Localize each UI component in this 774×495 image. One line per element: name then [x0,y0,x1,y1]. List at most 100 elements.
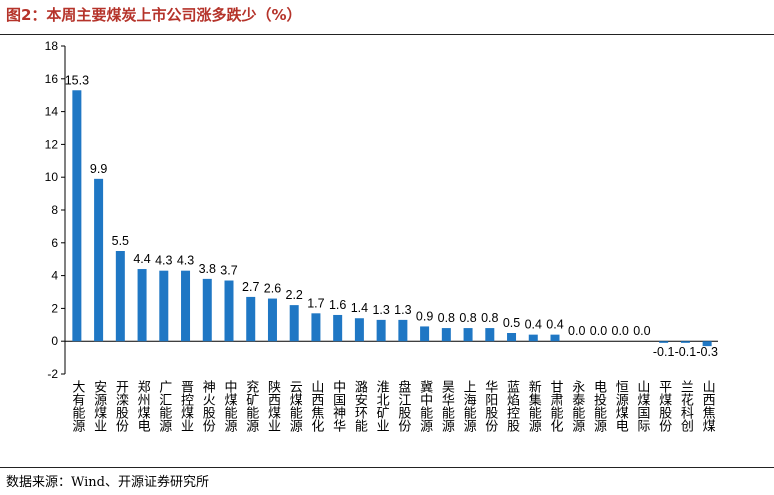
category-label: 山西焦化 [308,380,324,433]
bar [181,270,191,342]
bar [333,314,343,342]
data-label: 0.4 [525,318,542,332]
category-label: 神火股份 [200,380,216,432]
category-label: 广汇能源 [156,380,172,432]
category-label: 兰花科创 [678,380,694,432]
data-label: 1.6 [329,298,346,312]
category-label: 电投能源 [591,380,607,432]
bar [507,333,517,342]
category-label: 晋控煤业 [178,380,194,432]
bar [159,270,169,342]
data-label: 0.4 [546,318,563,332]
bar [94,178,104,342]
category-label: 潞安环能 [352,380,368,432]
category-label: 昊华能源 [439,380,455,432]
bar [289,305,299,342]
data-label: 0.8 [438,311,455,325]
data-label: 1.3 [394,303,411,317]
data-label: 2.6 [264,282,281,296]
category-label: 华阳股份 [482,380,498,432]
bar [528,334,538,342]
category-label: 恒源煤电 [613,380,629,432]
data-label: 3.7 [220,264,237,278]
category-label: 开滦股份 [113,380,129,432]
bar [137,269,147,342]
bar [246,296,256,342]
bar [680,341,690,343]
y-tick-label: 16 [45,72,59,86]
y-tick-label: 8 [51,203,58,217]
data-label: 0.0 [590,324,607,338]
bar [311,313,321,342]
bar [550,334,560,342]
bar [376,319,386,342]
y-tick-label: 2 [51,301,58,315]
category-label: 淮北矿业 [374,380,390,432]
bar [702,341,712,347]
bottom-rule [0,467,774,468]
category-label: 上海能源 [461,380,477,432]
y-tick-label: 4 [51,269,58,283]
data-label: 0.8 [459,311,476,325]
data-label: 1.3 [372,303,389,317]
bar [267,298,277,342]
data-label: 2.7 [242,280,259,294]
data-label: 3.8 [199,262,216,276]
category-label: 甘肃能化 [548,380,564,433]
category-label: 云煤能源 [287,380,303,432]
data-label: 5.5 [112,234,129,248]
category-label: 山西焦煤 [700,380,716,432]
y-tick-label: 12 [45,137,59,151]
category-label: 中煤能源 [222,380,238,432]
data-label: 0.0 [633,324,650,338]
data-label: 0.0 [612,324,629,338]
y-tick-label: 6 [51,236,58,250]
category-label: 大有能源 [69,380,85,432]
data-label: 0.5 [503,316,520,330]
data-label: -0.1 [675,345,697,359]
category-label: 永泰能源 [569,380,585,432]
category-label: 安源煤业 [91,380,107,432]
category-label: 平煤股份 [656,380,672,432]
bar [115,251,125,342]
bar [463,328,473,342]
category-label: 盘江股份 [395,379,411,432]
bar [224,280,234,342]
data-label: 1.4 [351,301,368,315]
y-tick-label: 10 [45,170,59,184]
source-note: 数据来源：Wind、开源证券研究所 [6,475,209,490]
bar [72,90,82,342]
category-label: 兖矿能源 [243,380,259,432]
y-tick-label: 0 [51,334,58,348]
category-label: 蓝焰控股 [504,380,520,433]
data-label: 0.8 [481,311,498,325]
data-label: 1.7 [307,296,324,310]
bar [398,319,408,342]
category-label: 中国神华 [330,380,346,432]
category-label: 陕西煤业 [265,380,281,432]
y-tick-label: 14 [45,105,59,119]
data-label: 4.3 [177,254,194,268]
data-label: -0.3 [696,345,718,359]
bar [485,328,495,342]
data-label: 0.9 [416,309,433,323]
data-label: -0.1 [653,345,675,359]
data-label: 9.9 [90,162,107,176]
y-tick-label: 18 [45,39,59,53]
bar [420,326,430,342]
category-label: 冀中能源 [417,379,433,432]
category-label: 新集能源 [526,379,542,432]
y-tick-label: -2 [47,367,58,381]
bar [202,278,212,342]
bar [354,318,364,342]
bar [441,328,451,342]
data-label: 15.3 [65,73,89,87]
data-label: 0.0 [568,324,585,338]
data-label: 4.3 [155,254,172,268]
bar [659,341,669,343]
data-label: 4.4 [133,252,150,266]
top-rule [0,34,774,35]
category-label: 山煤国际 [634,380,650,433]
category-label: 郑州煤电 [135,380,151,432]
